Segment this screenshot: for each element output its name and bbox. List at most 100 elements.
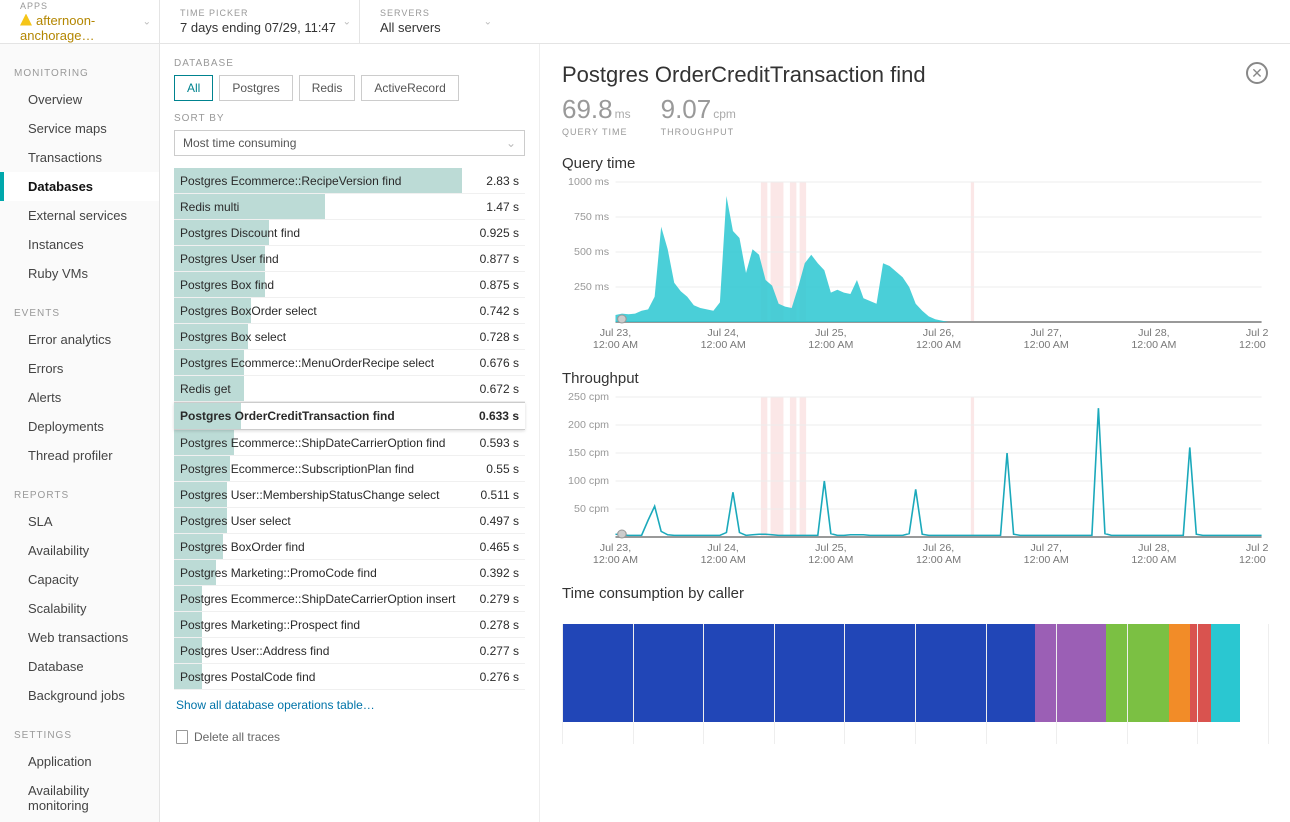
db-tab-all[interactable]: All [174, 75, 213, 101]
db-row-name: Postgres Box find [174, 278, 469, 292]
db-row-value: 0.728 s [469, 330, 525, 344]
db-row-value: 0.279 s [469, 592, 525, 606]
show-all-link[interactable]: Show all database operations table… [174, 690, 525, 720]
sidebar-item-thread-profiler[interactable]: Thread profiler [0, 441, 159, 470]
time-picker[interactable]: TIME PICKER 7 days ending 07/29, 11:47 ⌄ [160, 0, 360, 43]
sidebar-item-errors[interactable]: Errors [0, 354, 159, 383]
svg-text:Jul 27,: Jul 27, [1030, 328, 1061, 339]
db-row[interactable]: Redis get0.672 s [174, 376, 525, 402]
db-row-value: 0.392 s [469, 566, 525, 580]
db-row[interactable]: Postgres PostalCode find0.276 s [174, 664, 525, 690]
db-row[interactable]: Postgres Box find0.875 s [174, 272, 525, 298]
sidebar-item-overview[interactable]: Overview [0, 85, 159, 114]
sidebar-item-databases[interactable]: Databases [0, 172, 159, 201]
db-row-name: Postgres User find [174, 252, 469, 266]
db-row-value: 0.925 s [469, 226, 525, 240]
sidebar-item-web-transactions[interactable]: Web transactions [0, 623, 159, 652]
svg-text:12:00 AM: 12:00 AM [1024, 340, 1069, 351]
svg-text:1000 ms: 1000 ms [568, 177, 609, 188]
database-list-panel: DATABASE AllPostgresRedisActiveRecord SO… [160, 44, 540, 822]
sidebar-item-instances[interactable]: Instances [0, 230, 159, 259]
db-row[interactable]: Redis multi1.47 s [174, 194, 525, 220]
db-row-name: Postgres Marketing::PromoCode find [174, 566, 469, 580]
db-row[interactable]: Postgres User select0.497 s [174, 508, 525, 534]
caller-segment [1190, 624, 1211, 722]
svg-text:Jul 27,: Jul 27, [1030, 543, 1061, 554]
db-row[interactable]: Postgres Marketing::Prospect find0.278 s [174, 612, 525, 638]
db-row[interactable]: Postgres Discount find0.925 s [174, 220, 525, 246]
sidebar-item-database[interactable]: Database [0, 652, 159, 681]
db-row[interactable]: Postgres Marketing::PromoCode find0.392 … [174, 560, 525, 586]
sidebar-group-title: REPORTS [0, 484, 159, 507]
caller-chart-title: Time consumption by caller [562, 585, 1268, 602]
database-tabs: AllPostgres RedisActiveRecord [174, 75, 525, 101]
caller-chart [562, 624, 1268, 744]
delete-all-traces[interactable]: Delete all traces [174, 720, 525, 760]
db-row-value: 0.877 s [469, 252, 525, 266]
sidebar-item-error-analytics[interactable]: Error analytics [0, 325, 159, 354]
sort-select[interactable]: Most time consuming [174, 130, 525, 156]
db-row[interactable]: Postgres BoxOrder find0.465 s [174, 534, 525, 560]
svg-text:12:00 AM: 12:00 AM [701, 555, 746, 566]
db-row[interactable]: Postgres User find0.877 s [174, 246, 525, 272]
db-row[interactable]: Postgres Ecommerce::ShipDateCarrierOptio… [174, 586, 525, 612]
db-row[interactable]: Postgres User::Address find0.277 s [174, 638, 525, 664]
close-button[interactable]: ✕ [1246, 62, 1268, 84]
metric: 69.8msQUERY TIME [562, 94, 631, 137]
detail-panel: Postgres OrderCreditTransaction find 69.… [540, 44, 1290, 822]
db-row-name: Postgres BoxOrder select [174, 304, 469, 318]
sidebar-item-application[interactable]: Application [0, 747, 159, 776]
sidebar-item-scalability[interactable]: Scalability [0, 594, 159, 623]
metric: 9.07cpmTHROUGHPUT [661, 94, 736, 137]
db-row[interactable]: Postgres BoxOrder select0.742 s [174, 298, 525, 324]
db-row[interactable]: Postgres User::MembershipStatusChange se… [174, 482, 525, 508]
svg-text:150 cpm: 150 cpm [568, 448, 609, 459]
svg-text:12:00 AM: 12:00 AM [701, 340, 746, 351]
svg-text:12:00 AM: 12:00 AM [1131, 555, 1176, 566]
sidebar-item-ruby-vms[interactable]: Ruby VMs [0, 259, 159, 288]
apps-value: afternoon-anchorage… [20, 13, 139, 43]
app-picker[interactable]: APPS afternoon-anchorage… ⌄ [0, 0, 160, 43]
svg-text:12:00 AM: 12:00 AM [1239, 340, 1268, 351]
sidebar-item-deployments[interactable]: Deployments [0, 412, 159, 441]
db-row-value: 0.277 s [469, 644, 525, 658]
svg-text:100 cpm: 100 cpm [568, 476, 609, 487]
detail-title: Postgres OrderCreditTransaction find [562, 62, 926, 88]
db-row-name: Postgres Box select [174, 330, 469, 344]
sidebar-item-transactions[interactable]: Transactions [0, 143, 159, 172]
db-row-value: 0.511 s [469, 488, 525, 502]
sidebar-item-service-maps[interactable]: Service maps [0, 114, 159, 143]
db-row-name: Postgres OrderCreditTransaction find [174, 409, 469, 423]
sidebar-item-capacity[interactable]: Capacity [0, 565, 159, 594]
svg-text:Jul 23,: Jul 23, [600, 328, 631, 339]
db-tab-postgres[interactable]: Postgres [219, 75, 292, 101]
topbar: APPS afternoon-anchorage… ⌄ TIME PICKER … [0, 0, 1290, 44]
db-row-value: 0.465 s [469, 540, 525, 554]
db-row[interactable]: Postgres Ecommerce::SubscriptionPlan fin… [174, 456, 525, 482]
sidebar-item-background-jobs[interactable]: Background jobs [0, 681, 159, 710]
db-row[interactable]: Postgres Ecommerce::RecipeVersion find2.… [174, 168, 525, 194]
caller-segment [562, 624, 1035, 722]
db-row-name: Postgres BoxOrder find [174, 540, 469, 554]
sidebar-item-availability-monitoring[interactable]: Availability monitoring [0, 776, 159, 820]
db-tab-activerecord[interactable]: ActiveRecord [361, 75, 458, 101]
db-row[interactable]: Postgres Box select0.728 s [174, 324, 525, 350]
sidebar-item-availability[interactable]: Availability [0, 536, 159, 565]
db-row[interactable]: Postgres OrderCreditTransaction find0.63… [174, 402, 525, 430]
sidebar-item-sla[interactable]: SLA [0, 507, 159, 536]
sidebar-item-alerts[interactable]: Alerts [0, 383, 159, 412]
db-row[interactable]: Postgres Ecommerce::MenuOrderRecipe sele… [174, 350, 525, 376]
svg-text:250 ms: 250 ms [574, 282, 609, 293]
server-picker[interactable]: SERVERS All servers ⌄ [360, 0, 500, 43]
svg-text:Jul 25,: Jul 25, [815, 543, 846, 554]
db-row-value: 0.875 s [469, 278, 525, 292]
sidebar: MONITORINGOverviewService mapsTransactio… [0, 44, 160, 822]
db-tab-redis[interactable]: Redis [299, 75, 356, 101]
db-row[interactable]: Postgres Ecommerce::ShipDateCarrierOptio… [174, 430, 525, 456]
svg-text:12:00 AM: 12:00 AM [808, 555, 853, 566]
sidebar-item-external-services[interactable]: External services [0, 201, 159, 230]
sidebar-group-title: MONITORING [0, 62, 159, 85]
apps-label: APPS [20, 1, 139, 11]
db-row-value: 0.676 s [469, 356, 525, 370]
database-section-label: DATABASE [174, 58, 525, 69]
